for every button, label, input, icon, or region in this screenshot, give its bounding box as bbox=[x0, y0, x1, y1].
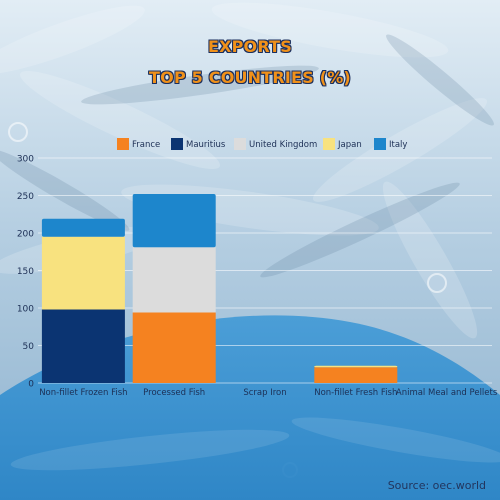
bar-segment-japan bbox=[41, 236, 125, 310]
y-tick-label: 200 bbox=[17, 230, 34, 240]
x-tick-label: Non-fillet Fresh Fish bbox=[314, 388, 397, 398]
legend: France Mauritius United Kingdom Japan Italy bbox=[117, 138, 407, 150]
bar-segment-france bbox=[314, 367, 398, 383]
x-tick-label: Processed Fish bbox=[143, 388, 205, 398]
bar-segment-mauritius bbox=[41, 309, 125, 383]
legend-label: Mauritius bbox=[186, 140, 226, 150]
chart-title: EXPORTS bbox=[207, 37, 293, 56]
bar-segment-france bbox=[132, 312, 216, 383]
y-tick-label: 100 bbox=[17, 305, 34, 315]
bar-segment-united-kingdom bbox=[132, 247, 216, 313]
x-axis: Non-fillet Frozen Fish Processed Fish Scra… bbox=[39, 388, 498, 398]
chart-subtitle: TOP 5 COUNTRIES (%) bbox=[149, 68, 351, 87]
y-tick-label: 250 bbox=[17, 192, 34, 202]
x-tick-label: Non-fillet Frozen Fish bbox=[39, 388, 127, 398]
y-tick-label: 50 bbox=[23, 342, 35, 352]
bar-segment-italy bbox=[132, 194, 216, 248]
legend-swatch bbox=[234, 138, 246, 150]
legend-label: Japan bbox=[337, 140, 362, 150]
legend-label: Italy bbox=[389, 140, 407, 150]
bars bbox=[41, 194, 398, 383]
legend-swatch bbox=[117, 138, 129, 150]
x-tick-label: Animal Meal and Pellets bbox=[396, 388, 498, 398]
y-tick-label: 300 bbox=[17, 155, 34, 165]
legend-swatch bbox=[171, 138, 183, 150]
legend-label: France bbox=[132, 140, 160, 150]
y-axis: 0 50 100 150 200 250 300 bbox=[17, 155, 34, 390]
y-tick-label: 150 bbox=[17, 267, 34, 277]
legend-swatch bbox=[374, 138, 386, 150]
legend-label: United Kingdom bbox=[249, 140, 317, 150]
x-tick-label: Scrap Iron bbox=[243, 388, 286, 398]
source-note: Source: oec.world bbox=[387, 479, 486, 492]
bar-segment-italy bbox=[41, 218, 125, 237]
bar-segment-japan bbox=[314, 365, 398, 368]
legend-swatch bbox=[323, 138, 335, 150]
y-tick-label: 0 bbox=[28, 380, 34, 390]
